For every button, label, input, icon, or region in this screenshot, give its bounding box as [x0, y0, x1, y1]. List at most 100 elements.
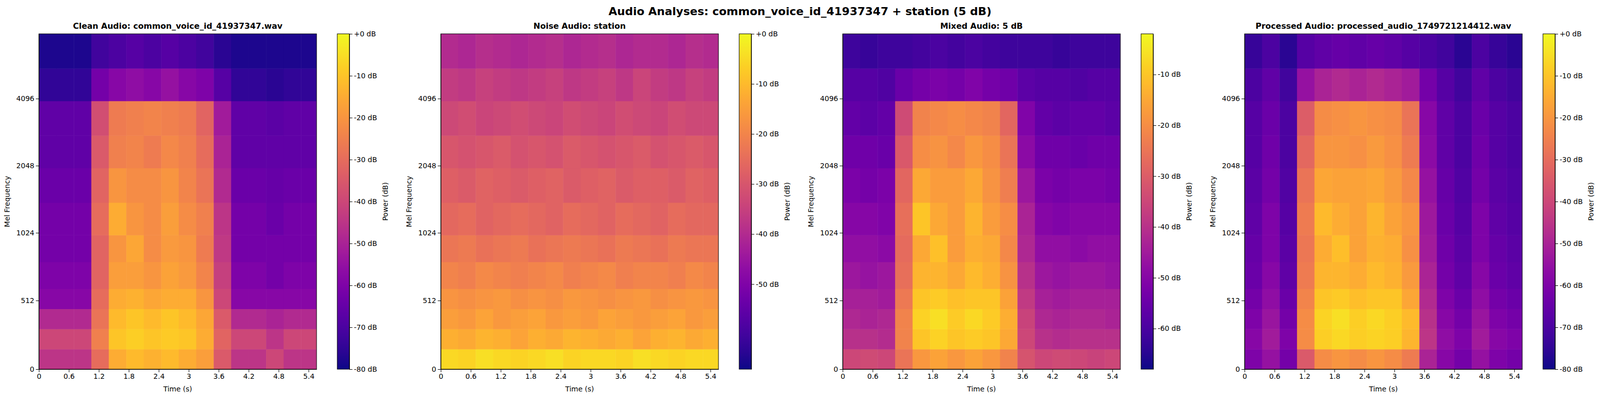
heatmap-cell: [528, 262, 546, 290]
y-axis-tick: 2048: [418, 161, 441, 170]
heatmap-cell: [178, 202, 197, 236]
heatmap-cell: [1366, 234, 1385, 263]
heatmap-cell: [1366, 100, 1385, 136]
heatmap-cell: [1069, 348, 1088, 370]
colorbar-axis-tick-label: -50 dB: [755, 280, 780, 289]
heatmap-cell: [1349, 202, 1368, 236]
heatmap-cell: [633, 262, 651, 290]
heatmap-cell: [91, 288, 110, 309]
y-axis-tick: 1024: [418, 228, 441, 237]
x-axis-tick: 0.6: [465, 369, 477, 381]
heatmap-cell: [1017, 328, 1036, 349]
colorbar-axis-tick: -60 dB: [349, 281, 378, 290]
colorbar-axis-tick-label: -80 dB: [353, 365, 378, 374]
colorbar-axis-tick-mark: [349, 75, 353, 77]
heatmap-cell: [73, 308, 92, 329]
colorbar-axis: +0 dB-10 dB-20 dB-30 dB-40 dB-50 dB-60 d…: [349, 29, 378, 374]
heatmap-cell: [1262, 68, 1280, 101]
heatmap-cell: [1471, 234, 1490, 263]
heatmap-cell: [300, 68, 317, 101]
x-axis-tick-label: 1.2: [93, 372, 105, 381]
colorbar-axis-tick-label: +0 dB: [1559, 29, 1582, 38]
heatmap-cell: [1419, 234, 1437, 263]
heatmap-cell: [231, 348, 249, 370]
x-axis-tick-label: 0: [438, 372, 444, 381]
heatmap-cell: [860, 288, 879, 309]
heatmap-cell: [231, 288, 249, 309]
x-axis-tick: 1.8: [525, 369, 537, 381]
heatmap-cell: [458, 328, 477, 349]
heatmap-cell: [1262, 328, 1280, 349]
heatmap-cell: [178, 234, 197, 263]
x-axis: 00.61.21.82.433.64.24.85.4: [438, 369, 719, 381]
colorbar-axis-tick-mark: [1555, 243, 1559, 244]
heatmap-cell: [598, 288, 616, 309]
heatmap-cell: [1244, 68, 1263, 101]
heatmap-cell: [161, 262, 179, 290]
colorbar-axis-tick-label: -30 dB: [755, 179, 780, 188]
heatmap-cell: [1279, 288, 1298, 309]
heatmap-cell: [1087, 348, 1106, 370]
x-axis: 00.61.21.82.433.64.24.85.4: [1242, 369, 1523, 381]
heatmap-cell: [912, 135, 931, 169]
heatmap-cell: [1349, 68, 1368, 101]
colorbar-axis-tick: -50 dB: [751, 280, 780, 289]
heatmap-cell: [493, 288, 511, 309]
heatmap-cell: [1279, 262, 1298, 290]
heatmap-cell: [982, 68, 1001, 101]
y-axis-tick: 2048: [16, 161, 39, 170]
heatmap-cell: [73, 168, 92, 203]
heatmap-cell: [1035, 328, 1053, 349]
heatmap-cell: [877, 202, 896, 236]
heatmap-cell: [580, 100, 599, 136]
x-axis-tick-label: 2.4: [957, 372, 969, 381]
heatmap-cell: [860, 168, 879, 203]
heatmap-cell: [475, 135, 494, 169]
x-axis-tick-label: 0: [36, 372, 42, 381]
heatmap-cell: [895, 234, 913, 263]
heatmap-cell: [248, 348, 267, 370]
heatmap-cell: [91, 135, 110, 169]
y-axis-tick-mark: [1241, 369, 1245, 370]
heatmap-cell: [1349, 262, 1368, 290]
heatmap-cell: [56, 262, 75, 290]
heatmap-cell: [73, 328, 92, 349]
x-axis-tick-label: 5.4: [303, 372, 315, 381]
heatmap-cell: [895, 68, 913, 101]
x-axis-tick-label: 0: [840, 372, 846, 381]
heatmap-cell: [1052, 262, 1070, 290]
panel: 00.61.21.82.433.64.24.85.405121024204840…: [806, 21, 1194, 393]
heatmap-cell: [38, 168, 57, 203]
colorbar-axis-tick-label: -20 dB: [1559, 113, 1583, 122]
heatmap-cell: [1297, 348, 1315, 370]
heatmap-cell: [702, 33, 719, 69]
heatmap-cell: [1297, 100, 1315, 136]
heatmap-cell: [440, 135, 459, 169]
x-axis-tick-label: 2.4: [555, 372, 567, 381]
heatmap-cell: [126, 234, 144, 263]
heatmap-cell: [667, 33, 686, 69]
heatmap-cell: [1349, 328, 1368, 349]
heatmap-cell: [650, 202, 668, 236]
colorbar-axis-tick: -30 dB: [1555, 155, 1583, 164]
heatmap-cell: [562, 328, 581, 349]
colorbar-title: Power (dB): [1586, 182, 1595, 221]
heatmap-cell: [108, 234, 127, 263]
x-axis-tick-label: 2.4: [1359, 372, 1371, 381]
heatmap-cell: [1471, 288, 1490, 309]
heatmap-cell: [161, 348, 179, 370]
heatmap-cell: [1419, 328, 1437, 349]
heatmap-cell: [1244, 168, 1263, 203]
heatmap-cell: [1419, 168, 1437, 203]
x-axis-title: Time (s): [564, 384, 595, 393]
colorbar-axis-tick-label: -40 dB: [755, 229, 780, 238]
heatmap-cell: [1297, 68, 1315, 101]
y-axis-tick-label: 2048: [16, 161, 35, 170]
colorbar-axis-tick: -80 dB: [1555, 365, 1583, 374]
heatmap-cell: [108, 168, 127, 203]
heatmap-cell: [685, 288, 704, 309]
heatmap-cell: [1262, 100, 1280, 136]
heatmap-cell: [266, 328, 284, 349]
heatmap-cell: [178, 100, 197, 136]
figure-title: Audio Analyses: common_voice_id_41937347…: [608, 5, 992, 18]
